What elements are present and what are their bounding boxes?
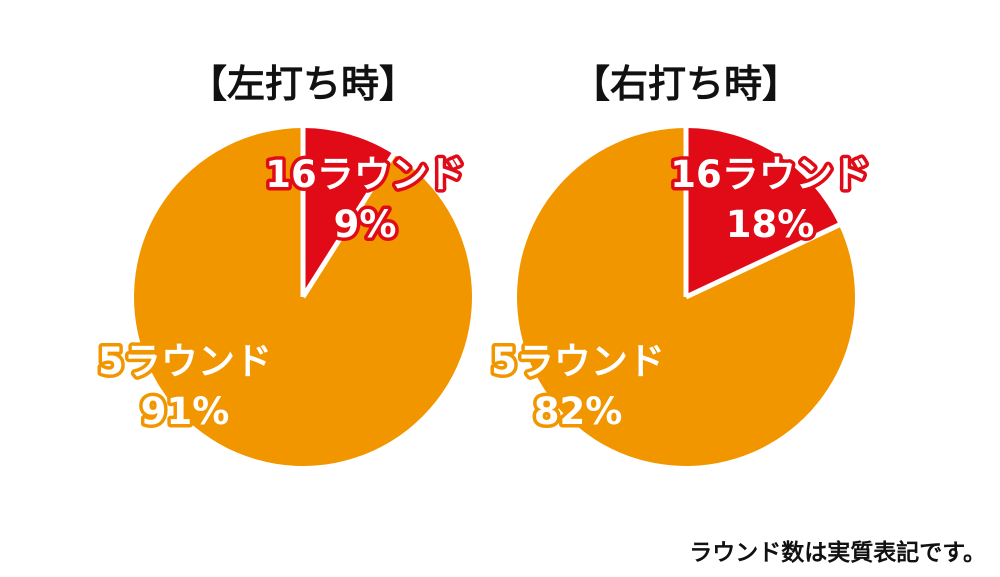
slice-label-name: 5ラウンド bbox=[491, 340, 665, 383]
slice-label-percent: 9% bbox=[334, 203, 397, 246]
slice-label-name: 16ラウンド bbox=[670, 153, 870, 196]
slice-label-name: 16ラウンド bbox=[265, 153, 465, 196]
pie-slice-16-round bbox=[686, 128, 839, 297]
chart-title: 【左打ち時】 bbox=[189, 62, 417, 106]
slice-label-percent: 18% bbox=[726, 203, 815, 246]
slice-separator bbox=[300, 151, 397, 299]
slice-label-name: 5ラウンド bbox=[98, 340, 272, 383]
slice-label-percent: 82% bbox=[534, 390, 623, 433]
pie-slice-16-round bbox=[303, 128, 394, 297]
pie-chart-1: 【左打ち時】 16ラウンド 9% 5ラウンド 91% bbox=[95, 62, 473, 466]
chart-title: 【右打ち時】 bbox=[572, 62, 800, 106]
footnote: ラウンド数は実質表記です。 bbox=[689, 540, 986, 566]
pie-chart-2: 【右打ち時】 16ラウンド 18% 5ラウンド 82% bbox=[488, 62, 873, 466]
slice-label-percent: 91% bbox=[141, 390, 230, 433]
slice-separator bbox=[684, 221, 842, 300]
